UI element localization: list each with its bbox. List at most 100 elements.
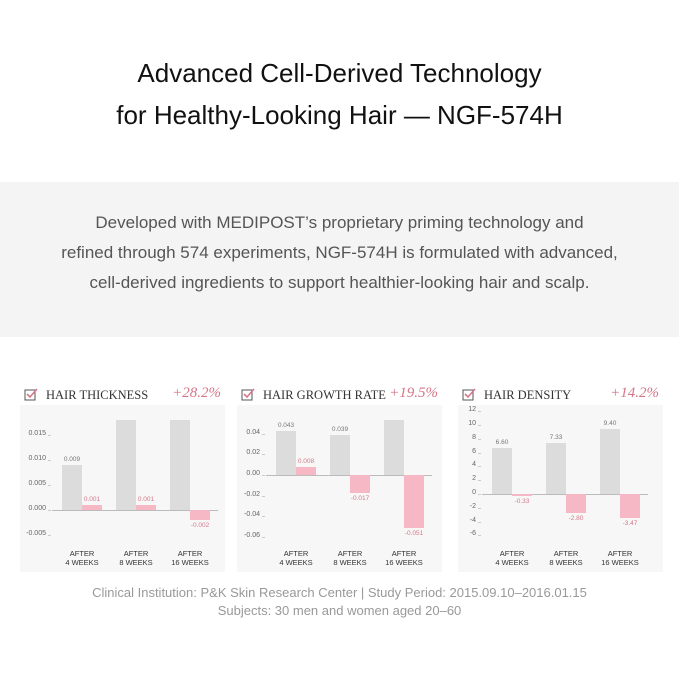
chart-title: HAIR THICKNESS (46, 388, 149, 402)
bar (384, 420, 404, 475)
chart-header: HAIR GROWTH RATE +19.5% (237, 380, 442, 405)
y-tick-label: -6 (469, 530, 476, 538)
y-tick-mark (478, 438, 481, 440)
y-tick-mark (262, 475, 265, 476)
bar (546, 443, 566, 494)
y-tick-label: 0.000 (28, 505, 46, 512)
x-tick-label: AFTER 8 WEEKS (333, 549, 367, 567)
y-tick-label: 0.00 (246, 470, 260, 477)
value-label: 0.008 (297, 457, 315, 465)
y-tick-mark (262, 536, 265, 538)
value-label: -0.017 (350, 494, 370, 502)
y-tick-mark (262, 495, 265, 497)
y-tick-mark (48, 435, 51, 436)
y-tick-label: -0.06 (244, 531, 260, 539)
intro-line: cell-derived ingredients to support heal… (89, 273, 590, 292)
x-tick-label: AFTER 16 WEEKS (601, 549, 639, 567)
bar (600, 429, 620, 494)
y-tick-label: 0 (472, 488, 476, 496)
y-tick-mark (478, 480, 481, 482)
bar (136, 505, 156, 510)
y-tick-label: 0.02 (246, 449, 260, 457)
y-tick-mark (48, 485, 51, 486)
intro-line: Developed with MEDIPOST’s proprietary pr… (95, 213, 584, 232)
value-label: 9.40 (603, 420, 617, 428)
x-tick-label: AFTER 16 WEEKS (385, 549, 423, 567)
value-label: -0.33 (514, 498, 530, 506)
y-tick-label: 10 (468, 420, 476, 427)
x-tick-label: AFTER 8 WEEKS (549, 549, 583, 567)
y-tick-label: -2 (469, 502, 476, 510)
value-label: -0.051 (404, 529, 424, 537)
checkbox-icon (241, 388, 255, 401)
chart-header: HAIR THICKNESS +28.2% (20, 380, 225, 405)
bar (170, 420, 190, 510)
bar (296, 466, 316, 475)
y-tick-label: -4 (469, 516, 476, 524)
y-tick-label: -0.04 (244, 511, 260, 519)
bar (492, 448, 512, 494)
y-tick-label: 4 (472, 461, 476, 469)
chart-title: HAIR DENSITY (484, 388, 572, 402)
y-tick-mark (48, 510, 51, 511)
footer-line: Clinical Institution: P&K Skin Research … (92, 585, 587, 600)
chart-annotation: +19.5% (389, 385, 438, 401)
bar (404, 475, 424, 528)
intro-line: refined through 574 experiments, NGF-574… (61, 243, 618, 262)
y-tick-mark (48, 535, 51, 536)
plot-area: -0.06 -0.04 -0.02 0.00 0.02 0.04 0.043 0.008 AFT… (237, 405, 442, 572)
chart-header: HAIR DENSITY +14.2% (458, 380, 663, 405)
x-tick-label: AFTER 4 WEEKS (65, 549, 99, 567)
y-tick-mark (262, 433, 265, 435)
value-label: 0.043 (277, 421, 295, 429)
chart-panel: HAIR DENSITY +14.2% -6 -4 -2 0 2 4 6 8 10 12 6.60 -0.… (458, 380, 663, 572)
bar (330, 434, 350, 475)
bar (512, 493, 532, 497)
y-tick-label: 0.005 (28, 480, 46, 487)
chart-annotation: +14.2% (610, 385, 659, 401)
y-tick-mark (478, 411, 481, 413)
x-tick-label: AFTER 8 WEEKS (119, 549, 153, 567)
y-tick-mark (478, 493, 481, 495)
plot-area: -0.005 0.000 0.005 0.010 0.015 0.009 0.001 AFTE… (20, 405, 225, 572)
bar (62, 465, 82, 510)
footer-line: Subjects: 30 men and women aged 20–60 (217, 603, 462, 618)
value-label: 0.039 (331, 425, 349, 433)
y-tick-label: 0.04 (246, 428, 260, 436)
y-tick-mark (478, 452, 481, 454)
x-tick-label: AFTER 16 WEEKS (171, 549, 209, 567)
y-tick-label: 6 (472, 447, 476, 455)
y-tick-mark (48, 460, 51, 461)
checkbox-icon (24, 388, 38, 401)
intro-band (0, 182, 679, 337)
baseline (482, 493, 648, 495)
y-tick-label: 2 (472, 475, 476, 483)
y-tick-label: -0.005 (26, 530, 46, 537)
y-tick-mark (262, 454, 265, 456)
baseline (266, 475, 432, 476)
chart-title: HAIR GROWTH RATE (263, 388, 386, 402)
bar (82, 505, 102, 510)
bar (566, 493, 586, 514)
value-label: 0.001 (83, 496, 101, 503)
title-line: for Healthy-Looking Hair — NGF-574H (116, 100, 563, 130)
bar (276, 430, 296, 475)
value-label: -3.47 (622, 519, 638, 527)
y-tick-mark (478, 466, 481, 468)
y-tick-label: 0.010 (28, 455, 46, 462)
y-tick-mark (478, 535, 481, 537)
y-tick-label: 0.015 (28, 430, 46, 437)
x-tick-label: AFTER 4 WEEKS (279, 549, 313, 567)
plot-area: -6 -4 -2 0 2 4 6 8 10 12 6.60 -0.33 AFTER 4 WEEKS 7.3… (458, 405, 663, 572)
chart-panel: HAIR GROWTH RATE +19.5% -0.06 -0.04 -0.02 0.0… (237, 380, 442, 572)
value-label: 7.33 (549, 434, 563, 442)
y-tick-mark (262, 516, 265, 518)
y-tick-mark (478, 425, 481, 426)
checkbox-icon (462, 388, 476, 401)
chart-panel: HAIR THICKNESS +28.2% -0.005 0.000 0.005 0.01… (20, 380, 225, 572)
value-label: -0.002 (190, 522, 210, 529)
title-line: Advanced Cell-Derived Technology (137, 58, 542, 88)
bar (620, 493, 640, 518)
value-label: 0.009 (63, 456, 81, 463)
